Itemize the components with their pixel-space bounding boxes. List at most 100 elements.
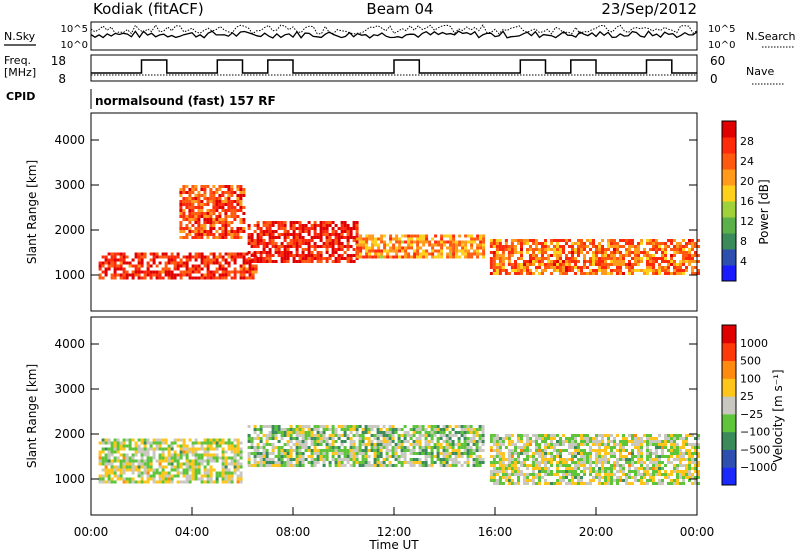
heatmap-cell	[507, 251, 511, 254]
heatmap-cell	[595, 452, 598, 455]
heatmap-cell	[389, 249, 393, 253]
heatmap-cell	[652, 257, 655, 260]
heatmap-cell	[667, 239, 670, 242]
heatmap-cell	[256, 224, 260, 227]
heatmap-cell	[547, 461, 550, 464]
heatmap-cell	[206, 264, 210, 268]
heatmap-cell	[179, 203, 183, 206]
heatmap-cell	[514, 239, 517, 242]
heatmap-cell	[628, 452, 631, 455]
heatmap-cell	[547, 443, 550, 446]
heatmap-cell	[498, 254, 502, 257]
heatmap-cell	[616, 242, 619, 245]
heatmap-cell	[143, 453, 147, 457]
heatmap-cell	[463, 446, 467, 449]
heatmap-cell	[492, 434, 496, 437]
heatmap-cell	[634, 446, 637, 449]
heatmap-cell	[328, 257, 332, 260]
heatmap-cell	[131, 462, 135, 466]
heatmap-cell	[529, 443, 532, 446]
heatmap-cell	[664, 242, 667, 245]
heatmap-cell	[501, 467, 505, 470]
heatmap-cell	[425, 240, 429, 244]
heatmap-cell	[170, 276, 174, 280]
heatmap-cell	[430, 425, 434, 428]
heatmap-cell	[412, 458, 416, 461]
heatmap-cell	[661, 242, 664, 245]
heatmap-cell	[510, 263, 514, 266]
heatmap-cell	[607, 437, 610, 440]
heatmap-cell	[520, 434, 523, 437]
heatmap-cell	[457, 455, 461, 458]
heatmap-cell	[271, 236, 275, 239]
heatmap-cell	[346, 239, 350, 242]
heatmap-cell	[610, 452, 613, 455]
heatmap-cell	[137, 270, 141, 274]
heatmap-cell	[634, 251, 637, 254]
heatmap-cell	[461, 240, 465, 244]
heatmap-cell	[520, 440, 523, 443]
heatmap-cell	[637, 449, 640, 452]
heatmap-cell	[122, 258, 126, 262]
heatmap-cell	[409, 443, 413, 446]
heatmap-cell	[556, 239, 559, 242]
heatmap-cell	[472, 452, 476, 455]
heatmap-cell	[379, 428, 383, 431]
heatmap-cell	[268, 257, 272, 260]
heatmap-cell	[547, 260, 550, 263]
heatmap-cell	[386, 243, 390, 247]
x-tick-label: 00:00	[680, 525, 715, 539]
heatmap-cell	[256, 443, 260, 446]
heatmap-cell	[592, 449, 595, 452]
heatmap-cell	[433, 461, 437, 464]
heatmap-cell	[389, 255, 393, 259]
colorbar-tick-label: 8	[740, 235, 747, 248]
heatmap-cell	[122, 267, 126, 271]
heatmap-cell	[628, 434, 631, 437]
heatmap-cell	[247, 242, 251, 245]
heatmap-cell	[340, 428, 344, 431]
heatmap-cell	[440, 237, 444, 241]
heatmap-cell	[268, 458, 272, 461]
heatmap-cell	[325, 251, 329, 254]
heatmap-cell	[478, 446, 482, 449]
heatmap-cell	[538, 446, 541, 449]
heatmap-cell	[346, 224, 350, 227]
heatmap-cell	[510, 458, 514, 461]
heatmap-cell	[541, 458, 544, 461]
heatmap-cell	[107, 258, 111, 262]
heatmap-cell	[98, 474, 102, 478]
heatmap-cell	[410, 255, 414, 259]
heatmap-cell	[498, 239, 502, 242]
heatmap-cell	[670, 242, 673, 245]
heatmap-cell	[209, 221, 213, 224]
x-tick-label: 16:00	[478, 525, 513, 539]
heatmap-cell	[355, 446, 359, 449]
heatmap-cell	[541, 455, 544, 458]
heatmap-cell	[595, 260, 598, 263]
heatmap-cell	[242, 212, 246, 215]
heatmap-cell	[422, 249, 426, 253]
heatmap-cell	[556, 464, 559, 467]
heatmap-cell	[301, 446, 305, 449]
heatmap-cell	[310, 431, 314, 434]
heatmap-cell	[119, 477, 123, 481]
heatmap-cell	[495, 245, 499, 248]
heatmap-cell	[164, 471, 168, 475]
heatmap-cell	[449, 252, 453, 256]
heatmap-cell	[137, 444, 141, 448]
heatmap-cell	[313, 434, 317, 437]
heatmap-cell	[658, 269, 661, 272]
heatmap-cell	[476, 246, 480, 250]
heatmap-cell	[367, 443, 371, 446]
heatmap-cell	[218, 252, 222, 256]
heatmap-cell	[346, 458, 350, 461]
heatmap-cell	[242, 221, 246, 224]
heatmap-cell	[283, 431, 287, 434]
heatmap-cell	[661, 257, 664, 260]
heatmap-cell	[209, 444, 213, 448]
heatmap-cell	[116, 468, 120, 472]
heatmap-cell	[206, 459, 210, 463]
colorbar-tick-label: 20	[740, 175, 754, 188]
heatmap-cell	[367, 449, 371, 452]
